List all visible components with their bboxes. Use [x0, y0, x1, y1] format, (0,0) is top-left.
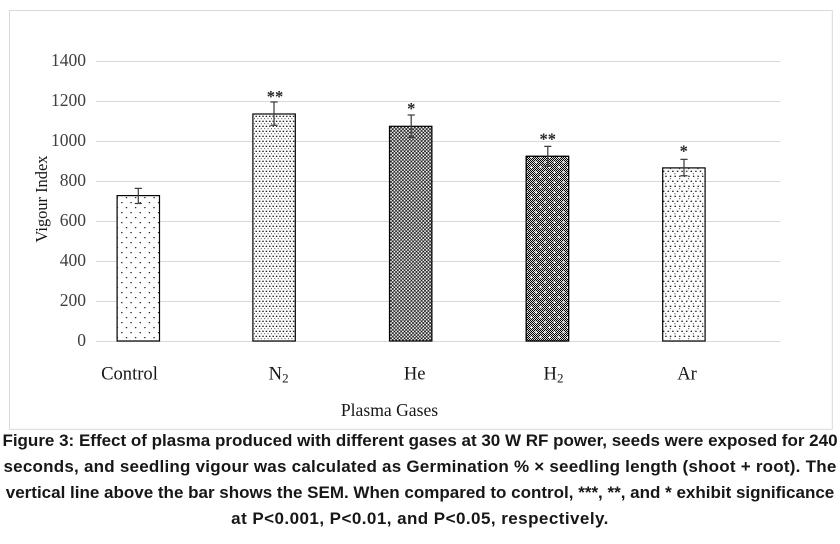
svg-text:Ar: Ar	[677, 364, 697, 385]
svg-text:**: **	[267, 87, 284, 106]
svg-text:Plasma Gases: Plasma Gases	[341, 400, 438, 420]
svg-text:He: He	[404, 364, 426, 385]
svg-text:1000: 1000	[51, 130, 86, 150]
svg-text:1200: 1200	[51, 90, 86, 110]
svg-text:800: 800	[60, 170, 87, 190]
svg-text:*: *	[407, 99, 415, 118]
svg-text:Vigour Index: Vigour Index	[32, 156, 51, 243]
svg-text:**: **	[540, 129, 557, 148]
svg-text:400: 400	[60, 250, 87, 270]
svg-text:*: *	[680, 141, 688, 160]
svg-text:Control: Control	[101, 364, 158, 385]
svg-text:600: 600	[60, 210, 87, 230]
svg-text:0: 0	[77, 330, 86, 350]
svg-text:1400: 1400	[51, 50, 86, 70]
svg-text:200: 200	[60, 290, 87, 310]
